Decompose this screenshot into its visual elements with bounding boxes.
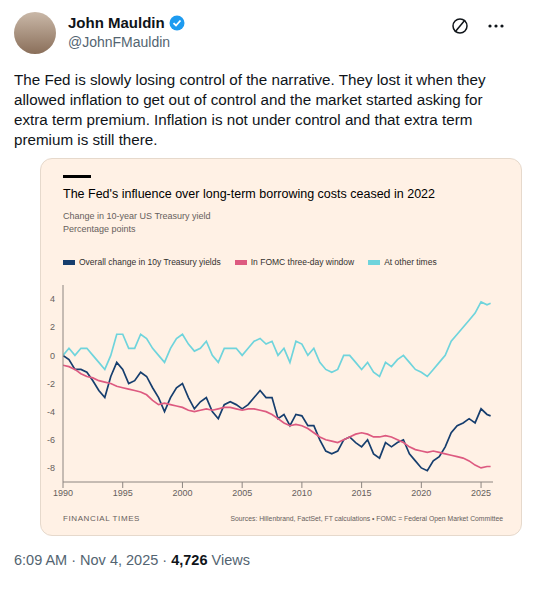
svg-text:2020: 2020 [411,488,431,498]
html-text:Percentage points: Percentage points [63,224,136,234]
html-text:FINANCIAL TIMES: FINANCIAL TIMES [63,514,140,523]
svg-text:2: 2 [50,322,55,332]
svg-text:1995: 1995 [113,488,133,498]
html-text:6:09 AM · Nov 4, 2025 · 4,726: 6:09 AM · Nov 4, 2025 · 4,726 Views [14,552,250,568]
html-text:Change in 10-year US Treasury: Change in 10-year US Treasury yield [63,211,211,221]
svg-text:1990: 1990 [53,488,73,498]
svg-text:2015: 2015 [352,488,372,498]
html-text:Overall change in 10y Treasury: Overall change in 10y Treasury yields [79,257,221,267]
html-text:John Mauldin: John Mauldin [68,14,165,31]
html-text:The Fed is slowly losing contr: The Fed is slowly losing control of the … [14,71,486,148]
svg-text:2000: 2000 [172,488,192,498]
html-text:@JohnFMauldin: @JohnFMauldin [68,34,171,50]
html-text:In FOMC three-day window: In FOMC three-day window [250,257,355,267]
svg-text:-4: -4 [47,407,55,417]
svg-text:-6: -6 [47,435,55,445]
svg-text:2025: 2025 [471,488,491,498]
svg-text:2010: 2010 [292,488,312,498]
html-text:The Fed's influence over long-: The Fed's influence over long-term borro… [63,187,435,201]
svg-text:-2: -2 [47,379,55,389]
svg-text:2005: 2005 [232,488,252,498]
svg-text:0: 0 [50,351,55,361]
svg-text:4: 4 [50,294,55,304]
html-text:At other times: At other times [384,257,437,267]
html-text:Sources: Hillenbrand, FactSet,: Sources: Hillenbrand, FactSet, FT calcul… [230,515,503,522]
svg-text:-8: -8 [47,463,55,473]
